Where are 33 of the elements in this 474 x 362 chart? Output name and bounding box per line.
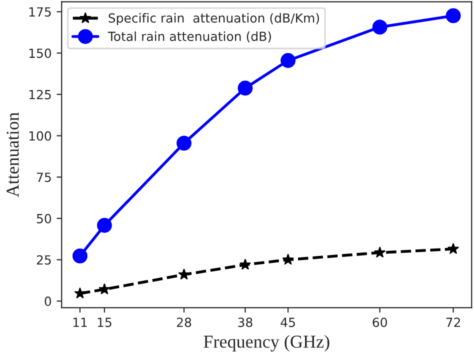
point: [282, 254, 294, 265]
point: [238, 80, 253, 96]
point: [447, 242, 460, 254]
point: [176, 136, 192, 151]
point: [372, 20, 388, 35]
y-axis-title: Attenuation: [6, 112, 19, 198]
x-tick-label: 15: [98, 318, 112, 328]
y-tick-label: 0: [44, 296, 52, 306]
y-tick-label: 100: [29, 131, 52, 141]
y-tick-label: 175: [29, 7, 51, 17]
point: [374, 246, 386, 258]
x-tick-label: 11: [73, 318, 87, 327]
x-tick-label: 60: [372, 318, 387, 328]
point: [96, 218, 112, 233]
legend-label: Specific rain attenuation (dB/Km): [108, 13, 319, 26]
point: [72, 248, 88, 264]
y-tick-label: 150: [29, 48, 52, 58]
x-tick-label: 38: [238, 318, 252, 328]
x-tick-label: 45: [280, 318, 295, 328]
y-tick-label: 25: [36, 255, 51, 265]
point: [446, 8, 461, 24]
y-tick-label: 75: [37, 172, 51, 182]
point: [280, 53, 296, 68]
x-tick-label: 72: [446, 318, 460, 327]
point: [178, 268, 190, 280]
x-axis-title: Frequency (GHz): [204, 335, 330, 352]
y-tick-label: 50: [36, 214, 52, 224]
y-tick-label: 125: [29, 90, 51, 100]
point: [74, 287, 86, 298]
point: [239, 258, 252, 270]
point: [98, 283, 110, 294]
legend-label: Total rain attenuation (dB): [108, 31, 271, 43]
x-tick-label: 28: [176, 318, 192, 328]
